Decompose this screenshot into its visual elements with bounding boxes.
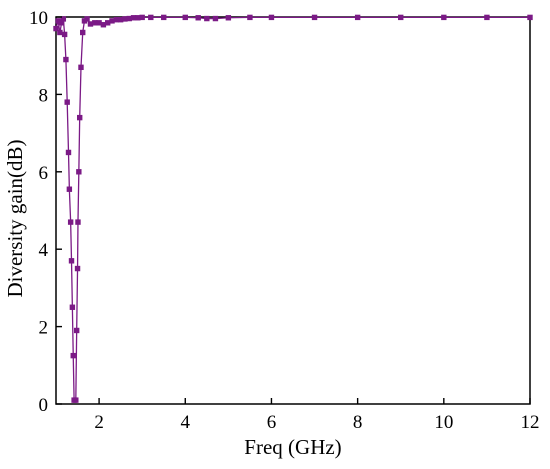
data-point xyxy=(80,29,86,36)
data-point xyxy=(117,17,124,23)
data-point xyxy=(247,14,253,21)
data-point xyxy=(130,15,137,21)
data-point xyxy=(161,14,167,21)
data-point xyxy=(109,18,115,24)
plot-border xyxy=(55,16,531,405)
x-tick-label: 8 xyxy=(353,412,363,433)
data-point xyxy=(84,16,90,22)
data-point xyxy=(76,169,82,175)
data-point xyxy=(77,114,83,121)
data-point xyxy=(195,15,201,21)
y-tick-label: 6 xyxy=(39,163,49,184)
data-point xyxy=(354,14,361,21)
y-tick-label: 10 xyxy=(29,8,48,29)
x-tick-label: 4 xyxy=(181,412,191,433)
data-point xyxy=(100,22,107,28)
data-point xyxy=(484,14,490,21)
data-point xyxy=(60,16,67,22)
data-point xyxy=(70,352,76,359)
data-point xyxy=(212,15,219,22)
data-point xyxy=(66,186,73,192)
data-point xyxy=(182,14,188,21)
data-point xyxy=(139,14,145,21)
data-point xyxy=(73,397,79,403)
data-point xyxy=(64,99,70,105)
y-tick-label: 4 xyxy=(39,240,49,261)
y-axis-title: Diversity gain(dB) xyxy=(3,139,27,297)
x-tick-label: 12 xyxy=(521,412,540,433)
data-point xyxy=(225,15,232,21)
data-point xyxy=(96,20,102,26)
y-tick-label: 0 xyxy=(39,395,49,416)
data-point xyxy=(122,16,128,22)
series-line xyxy=(55,16,530,401)
data-point xyxy=(65,149,72,156)
data-point xyxy=(268,14,275,21)
data-point xyxy=(87,21,94,27)
data-point xyxy=(68,258,75,264)
x-tick-label: 10 xyxy=(434,412,453,433)
data-point xyxy=(53,25,59,32)
data-point xyxy=(105,20,111,26)
series-layer xyxy=(53,14,533,403)
data-point xyxy=(61,31,68,38)
data-point xyxy=(73,327,80,334)
data-point xyxy=(55,18,61,24)
data-point xyxy=(398,14,404,21)
y-tick-label: 2 xyxy=(39,318,49,339)
data-point xyxy=(74,265,81,272)
data-point xyxy=(148,14,154,21)
ticks-layer: 2 4 6 8 10 12 0 2 4 6 8 10 xyxy=(29,8,540,433)
plot-frame xyxy=(55,16,531,405)
data-point xyxy=(311,14,318,21)
data-point xyxy=(441,14,447,21)
data-point xyxy=(63,56,69,63)
data-point xyxy=(126,15,132,22)
data-point xyxy=(527,14,533,21)
data-point xyxy=(135,15,141,21)
x-axis-title: Freq (GHz) xyxy=(244,435,341,459)
data-point xyxy=(57,29,63,36)
data-point xyxy=(69,304,76,310)
data-point xyxy=(67,219,74,225)
data-point xyxy=(58,20,65,26)
data-point xyxy=(75,219,81,225)
x-tick-label: 2 xyxy=(94,412,104,433)
data-point xyxy=(92,20,98,26)
data-point xyxy=(78,64,84,71)
data-point xyxy=(113,17,120,23)
data-point xyxy=(204,15,210,22)
x-tick-label: 6 xyxy=(267,412,277,433)
y-tick-label: 8 xyxy=(39,85,49,106)
